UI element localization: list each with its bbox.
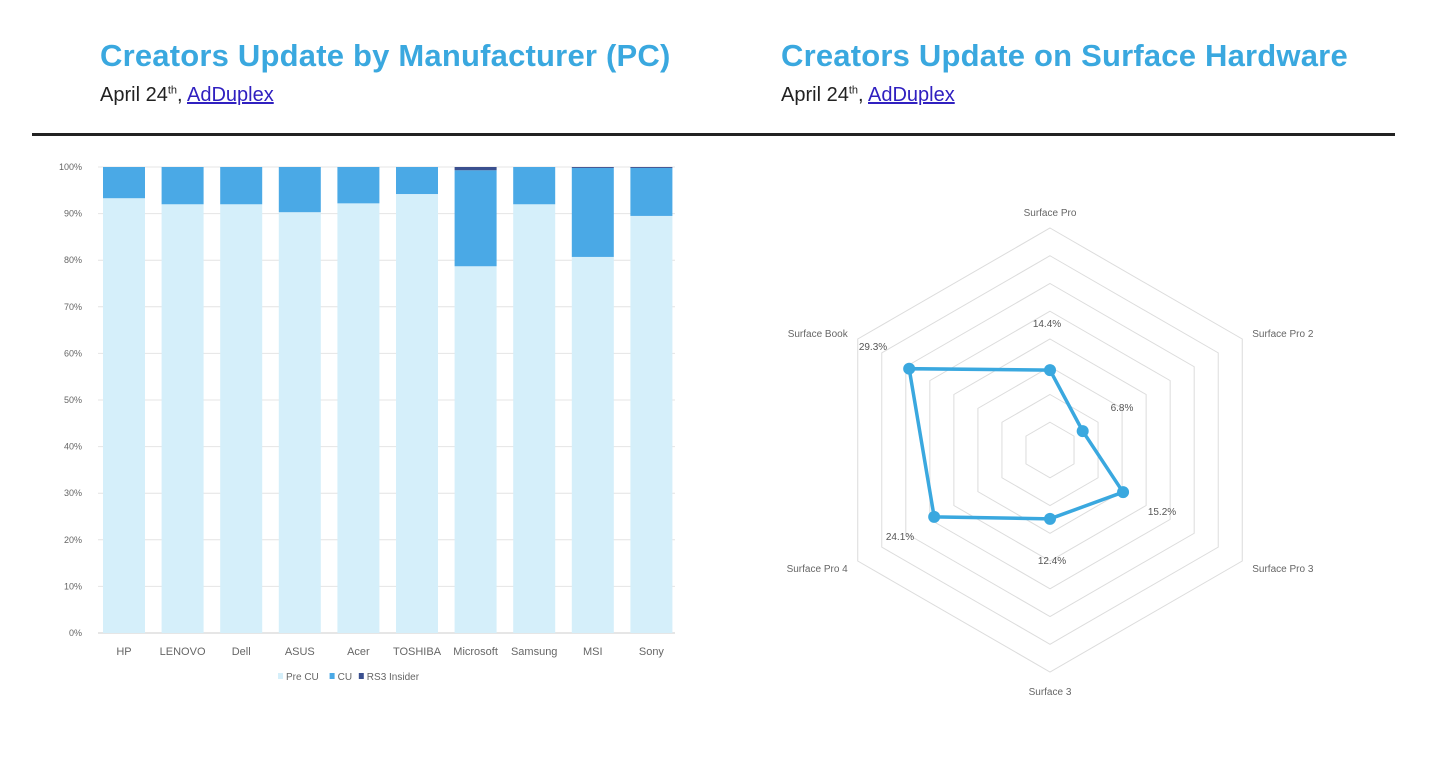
- radar-point: [1044, 364, 1056, 377]
- bar-pre-cu: [630, 215, 673, 633]
- bar-cu: [103, 167, 145, 199]
- x-tick-label: MSI: [583, 646, 603, 658]
- bar-pre-cu: [454, 266, 497, 633]
- radar-data-label: 12.4%: [1038, 556, 1066, 567]
- radar-point: [928, 510, 941, 523]
- bar-cu: [513, 167, 556, 205]
- right-date: April 24: [781, 84, 849, 106]
- bar-cu: [220, 167, 263, 205]
- bar-rs3-insider: [454, 167, 497, 171]
- legend-swatch: [278, 673, 283, 679]
- right-date-suffix: th: [848, 84, 858, 97]
- y-tick-label: 20%: [64, 535, 82, 545]
- bar-pre-cu: [278, 212, 321, 633]
- bar-pre-cu: [513, 204, 556, 633]
- radar-axis-label: Surface Pro 4: [787, 564, 849, 575]
- y-tick-label: 10%: [64, 581, 82, 591]
- x-tick-label: HP: [116, 646, 131, 658]
- y-tick-label: 50%: [64, 395, 82, 405]
- bar-cu: [337, 167, 380, 204]
- bar-pre-cu: [337, 203, 380, 633]
- right-source-link[interactable]: AdDuplex: [868, 84, 955, 106]
- legend-label: Pre CU: [286, 672, 319, 683]
- left-comma: ,: [177, 84, 183, 106]
- bar-cu: [396, 167, 438, 195]
- radar-ring: [929, 310, 1171, 590]
- bar-rs3-insider: [571, 167, 614, 168]
- left-date-suffix: th: [167, 84, 177, 97]
- legend-swatch: [358, 673, 364, 679]
- radar-data-label: 14.4%: [1033, 319, 1061, 330]
- radar-point: [903, 362, 916, 375]
- radar-point: [1117, 486, 1130, 499]
- radar-ring: [977, 366, 1123, 534]
- bar-pre-cu: [571, 256, 614, 633]
- y-tick-label: 90%: [64, 209, 82, 219]
- x-tick-label: Acer: [347, 646, 370, 658]
- x-tick-label: TOSHIBA: [393, 646, 442, 658]
- y-tick-label: 40%: [64, 442, 82, 452]
- legend-label: RS3 Insider: [367, 672, 420, 683]
- legend-label: CU: [338, 672, 352, 683]
- y-tick-label: 80%: [64, 255, 82, 265]
- radar-series-line: [907, 366, 1126, 521]
- left-source-link[interactable]: AdDuplex: [187, 84, 274, 106]
- radar-point: [1044, 512, 1056, 525]
- bar-cu: [571, 167, 614, 257]
- left-date: April 24: [100, 84, 168, 106]
- radar-data-label: 6.8%: [1111, 403, 1134, 414]
- radar-data-label: 15.2%: [1148, 507, 1176, 518]
- x-tick-label: Dell: [232, 646, 251, 658]
- bar-cu: [161, 167, 204, 205]
- x-tick-label: Sony: [639, 646, 665, 658]
- bar-pre-cu: [161, 204, 204, 633]
- bar-pre-cu: [396, 194, 438, 633]
- left-title: Creators Update by Manufacturer (PC): [100, 38, 671, 73]
- radar-point: [1076, 425, 1089, 438]
- radar-axis-label: Surface 3: [1029, 687, 1072, 698]
- radar-ring: [1025, 421, 1075, 479]
- right-title: Creators Update on Surface Hardware: [781, 38, 1348, 73]
- radar-data-label: 29.3%: [859, 342, 887, 353]
- left-subtitle: April 24th, AdDuplex: [100, 84, 274, 107]
- x-tick-label: Samsung: [511, 646, 557, 658]
- y-tick-label: 60%: [64, 348, 82, 358]
- legend-swatch: [329, 673, 335, 679]
- radar-ring: [953, 338, 1147, 562]
- radar-axis-label: Surface Pro: [1024, 208, 1077, 219]
- bar-pre-cu: [103, 198, 145, 634]
- radar-data-label: 24.1%: [886, 532, 914, 543]
- divider-rule: [32, 133, 1395, 136]
- bar-cu: [454, 170, 497, 267]
- radar-axis-label: Surface Book: [788, 329, 849, 340]
- right-subtitle: April 24th, AdDuplex: [781, 84, 955, 107]
- radar-axis-label: Surface Pro 3: [1252, 564, 1314, 575]
- y-tick-label: 0%: [69, 628, 82, 638]
- bar-rs3-insider: [630, 167, 673, 168]
- bar-cu: [278, 167, 321, 213]
- radar-axis-label: Surface Pro 2: [1252, 329, 1314, 340]
- y-tick-label: 70%: [64, 302, 82, 312]
- radar-ring: [1001, 393, 1099, 507]
- y-tick-label: 100%: [59, 162, 82, 172]
- x-tick-label: Microsoft: [453, 646, 498, 658]
- bar-cu: [630, 167, 673, 216]
- x-tick-label: ASUS: [285, 646, 315, 658]
- y-tick-label: 30%: [64, 488, 82, 498]
- bar-pre-cu: [220, 204, 263, 633]
- x-tick-label: LENOVO: [160, 646, 206, 658]
- radar-ring: [881, 255, 1219, 645]
- right-comma: ,: [858, 84, 864, 106]
- radar-ring: [857, 227, 1243, 673]
